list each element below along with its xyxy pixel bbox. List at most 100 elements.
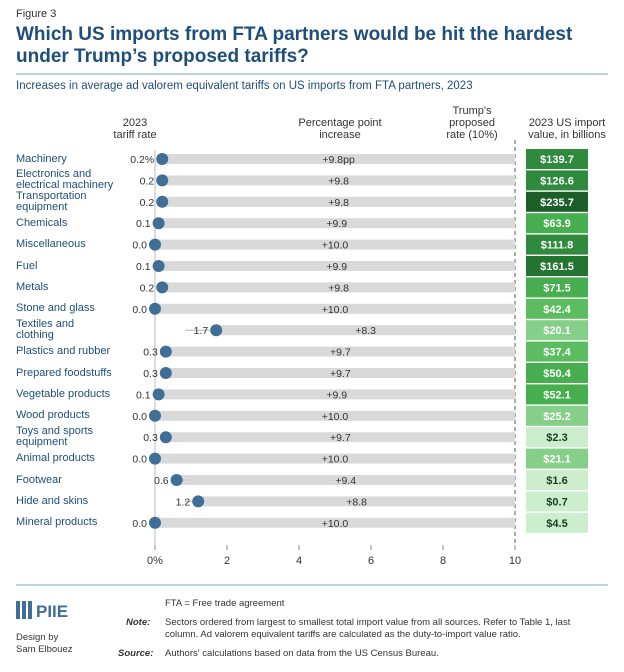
- tariff-label: 0.2%: [130, 154, 154, 166]
- increase-bar: [165, 346, 516, 357]
- tariff-label: 0.1: [136, 218, 151, 230]
- tariff-label: 0.1: [136, 261, 151, 273]
- tariff-dot: [152, 388, 165, 401]
- category-label: Wood products: [16, 409, 90, 422]
- increase-label: +10.0: [322, 240, 349, 252]
- x-tick-label: 10: [509, 555, 521, 567]
- x-tick-label: 2: [224, 555, 230, 567]
- category-label: Electronics and electrical machinery: [16, 168, 114, 192]
- import-cell: [526, 213, 588, 234]
- import-label: $235.7: [540, 197, 574, 209]
- logo-icon: [16, 601, 32, 619]
- tariff-label: 0.0: [132, 454, 147, 466]
- tariff-dot: [159, 367, 172, 379]
- import-cell: [526, 191, 588, 212]
- import-label: $139.7: [540, 154, 574, 166]
- increase-label: +9.8pp: [322, 154, 355, 166]
- import-cell: [526, 320, 588, 341]
- increase-bar: [155, 410, 515, 421]
- chart-title: Which US imports from FTA partners would…: [16, 24, 573, 67]
- tariff-dot: [156, 195, 169, 208]
- tariff-label: 0.0: [132, 240, 147, 252]
- series-header: Percentage point increase: [298, 117, 382, 141]
- import-label: $63.9: [543, 218, 571, 230]
- tariff-dot: [156, 174, 169, 187]
- tariff-dot: [156, 153, 169, 165]
- increase-label: +9.8: [328, 197, 349, 209]
- category-label: Toys and sports equipment: [16, 425, 94, 449]
- increase-bar: [165, 432, 516, 443]
- import-label: $42.4: [543, 304, 571, 316]
- tariff-label: 0.6: [154, 475, 169, 487]
- import-cell: [526, 277, 588, 298]
- tariff-dot: [159, 345, 172, 358]
- import-cell: [526, 512, 588, 533]
- category-label: Prepared foodstuffs: [16, 366, 112, 379]
- increase-bar: [165, 368, 516, 378]
- increase-label: +9.9: [326, 218, 347, 230]
- increase-label: +8.3: [355, 325, 376, 337]
- import-label: $25.2: [543, 411, 571, 423]
- import-label: $20.1: [543, 325, 571, 337]
- category-label: Footwear: [16, 473, 62, 486]
- series-header: 2023 US import value, in billions: [528, 117, 606, 141]
- tariff-dot: [152, 217, 165, 230]
- increase-bar: [155, 239, 515, 250]
- category-label: Hide and skins: [16, 494, 89, 507]
- logo-text: PIIE: [36, 602, 69, 621]
- import-cell: [526, 384, 588, 405]
- import-cell: [526, 256, 588, 276]
- tariff-dot: [149, 238, 161, 251]
- increase-label: +9.7: [330, 347, 351, 359]
- x-tick-label: 4: [296, 555, 302, 567]
- increase-bar: [162, 282, 515, 293]
- increase-bar: [162, 175, 515, 186]
- source-label: Source:: [118, 648, 154, 659]
- increase-label: +10.0: [322, 304, 349, 316]
- category-label: Transportation equipment: [16, 189, 87, 213]
- tariff-dot: [149, 409, 161, 422]
- import-label: $2.3: [546, 432, 567, 444]
- tariff-dot: [210, 324, 223, 337]
- import-cell: [526, 405, 588, 426]
- tariff-dot: [170, 474, 183, 486]
- increase-label: +10.0: [322, 411, 349, 423]
- import-cell: [526, 341, 588, 362]
- tariff-dot: [159, 431, 172, 444]
- import-cell: [526, 427, 588, 448]
- category-label: Vegetable products: [16, 387, 111, 400]
- tariff-label: 0.3: [143, 432, 158, 444]
- figure-label: Figure 3: [16, 8, 57, 20]
- increase-label: +9.7: [330, 432, 351, 444]
- tariff-dot: [152, 260, 165, 272]
- import-cell: [526, 234, 588, 255]
- import-cell: [526, 298, 588, 319]
- import-label: $71.5: [543, 282, 571, 294]
- import-cell: [526, 491, 588, 512]
- import-label: $161.5: [540, 261, 574, 273]
- abbreviation: FTA = Free trade agreement: [165, 598, 285, 609]
- increase-bar: [162, 196, 515, 207]
- reference-label: Trump's proposed rate (10%): [446, 105, 498, 141]
- tariff-label: 0.0: [132, 411, 147, 423]
- import-cell: [526, 363, 588, 383]
- increase-label: +9.9: [326, 389, 347, 401]
- category-label: Plastics and rubber: [16, 345, 111, 358]
- tariff-label: 1.2: [176, 496, 191, 508]
- import-label: $4.5: [546, 518, 567, 530]
- increase-label: +9.8: [328, 282, 349, 294]
- tariff-label: 0.2: [140, 282, 155, 294]
- x-tick-label: 8: [440, 555, 446, 567]
- category-label: Miscellaneous: [16, 238, 86, 251]
- import-label: $37.4: [543, 347, 571, 359]
- import-cell: [526, 170, 588, 191]
- tariff-dot: [149, 516, 161, 529]
- series-header: 2023 tariff rate: [113, 117, 157, 141]
- category-label: Mineral products: [16, 516, 98, 529]
- increase-bar: [162, 154, 515, 164]
- increase-bar: [216, 325, 515, 336]
- category-label: Fuel: [16, 259, 38, 272]
- increase-label: +10.0: [322, 518, 349, 530]
